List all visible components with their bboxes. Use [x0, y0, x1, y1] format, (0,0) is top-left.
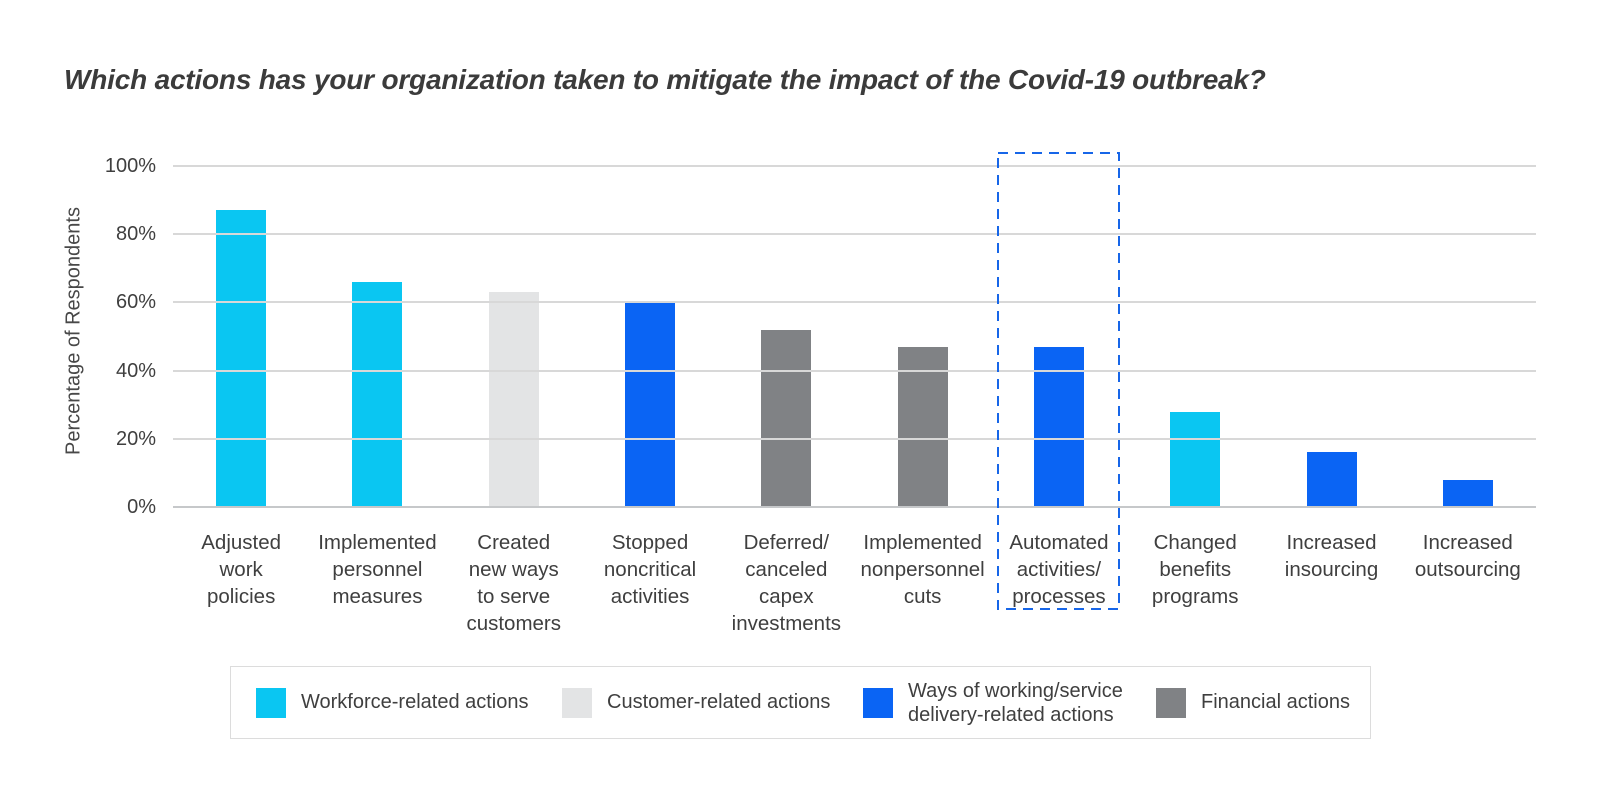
legend-swatch: [562, 688, 592, 718]
legend-items: Workforce-related actions Customer-relate…: [231, 667, 1370, 738]
x-axis-label-line: activities: [610, 585, 690, 608]
x-axis-label-line: cuts: [903, 585, 942, 608]
x-axis-label-line: processes: [1012, 585, 1106, 608]
gridline: [173, 165, 1536, 167]
x-axis-label-line: investments: [731, 612, 842, 635]
bar: [897, 346, 948, 507]
gridline: [173, 369, 1536, 372]
x-axis-labels: Adjusted work policies Implemented personnel…: [173, 507, 1536, 637]
y-tick-label: 20%: [115, 427, 156, 450]
legend-item-label: Financial actions: [1201, 691, 1350, 713]
x-axis-label: Implemented personnel measures: [309, 507, 445, 637]
x-axis-label: Implemented nonpersonnel cuts: [854, 507, 990, 637]
bar: [761, 329, 812, 507]
x-axis-label-line: new ways: [468, 558, 559, 581]
gridline: [173, 233, 1536, 236]
gridline: [173, 506, 1536, 508]
y-tick-label: 60%: [115, 291, 156, 314]
legend-swatch: [256, 688, 286, 718]
bar: [352, 281, 403, 507]
x-axis-label-line: Adjusted: [201, 531, 282, 554]
plot-area: 100% 80% 60% 40% 20% 0%: [105, 155, 1536, 518]
x-axis-label-line: insourcing: [1284, 558, 1379, 581]
bar-column: [1400, 166, 1536, 507]
x-axis-label-line: personnel: [332, 558, 423, 581]
x-axis-label-line: nonpersonnel: [860, 558, 985, 581]
bar-column: [1263, 166, 1399, 507]
x-axis-label-line: noncritical: [603, 558, 697, 581]
bar: [488, 292, 539, 507]
x-axis-label-line: Deferred/: [743, 531, 830, 554]
x-axis-label-line: Stopped: [611, 531, 689, 554]
x-axis-label-line: programs: [1151, 585, 1239, 608]
x-axis-label-line: activities/: [1016, 558, 1102, 581]
x-axis-label-line: Implemented: [318, 531, 437, 554]
x-axis-label-line: customers: [466, 612, 562, 635]
x-axis-label: Created new ways to serve customers: [446, 507, 582, 637]
bar: [216, 210, 267, 507]
x-axis-label: Deferred/canceled capex investments: [718, 507, 854, 637]
bar-column: [991, 166, 1127, 507]
y-tick-label: 100%: [104, 155, 156, 177]
bar: [1442, 479, 1493, 507]
x-axis-label-line: work: [219, 558, 263, 581]
legend-swatch: [863, 688, 893, 718]
legend-item-label: Customer-related actions: [607, 691, 831, 713]
x-axis-label-line: to serve: [477, 585, 551, 608]
bar: [1306, 452, 1357, 507]
y-tick-label: 0%: [127, 496, 156, 518]
legend-item-label: Workforce-related actions: [301, 691, 529, 713]
bar-column: [446, 166, 582, 507]
bar-column: [1127, 166, 1263, 507]
x-axis-label: Stopped noncritical activities: [582, 507, 718, 637]
bar-columns: [173, 166, 1536, 507]
x-axis-label: Adjusted work policies: [173, 507, 309, 637]
legend-box: Workforce-related actions Customer-relate…: [230, 666, 1371, 739]
x-axis-label: Changed benefits programs: [1127, 507, 1263, 637]
bar-column: [309, 166, 445, 507]
y-tick-label: 40%: [115, 359, 156, 382]
x-axis-label-line: measures: [332, 585, 423, 608]
bar: [1170, 411, 1221, 507]
x-axis-label-line: Created: [477, 531, 551, 554]
bar-column: [173, 166, 309, 507]
x-axis-label: Automated activities/processes: [991, 507, 1127, 637]
x-axis-label-line: Automated: [1009, 531, 1109, 554]
x-axis-label: Increased insourcing: [1263, 507, 1399, 637]
x-axis-label-line: benefits: [1159, 558, 1232, 581]
x-axis-label-line: capex: [758, 585, 814, 608]
x-axis-label-line: Implemented: [863, 531, 982, 554]
x-axis-label-line: Changed: [1153, 531, 1237, 554]
bar-column: [582, 166, 718, 507]
x-axis-label-line: Increased: [1286, 531, 1377, 554]
x-axis-label-line: outsourcing: [1414, 558, 1521, 581]
bar-column: [718, 166, 854, 507]
legend-item-label: Ways of working/service delivery-related…: [908, 679, 1123, 726]
bar: [625, 302, 676, 507]
x-axis-label-line: canceled: [745, 558, 828, 581]
chart-title: Which actions has your organization take…: [64, 64, 1266, 95]
y-tick-label: 80%: [115, 223, 156, 246]
legend-swatch: [1156, 688, 1186, 718]
gridline: [173, 301, 1536, 304]
gridline: [173, 437, 1536, 440]
x-axis-label-line: Increased: [1422, 531, 1513, 554]
x-axis-label-line: policies: [206, 585, 276, 608]
bar-column: [854, 166, 990, 507]
x-axis-label: Increased outsourcing: [1400, 507, 1536, 637]
